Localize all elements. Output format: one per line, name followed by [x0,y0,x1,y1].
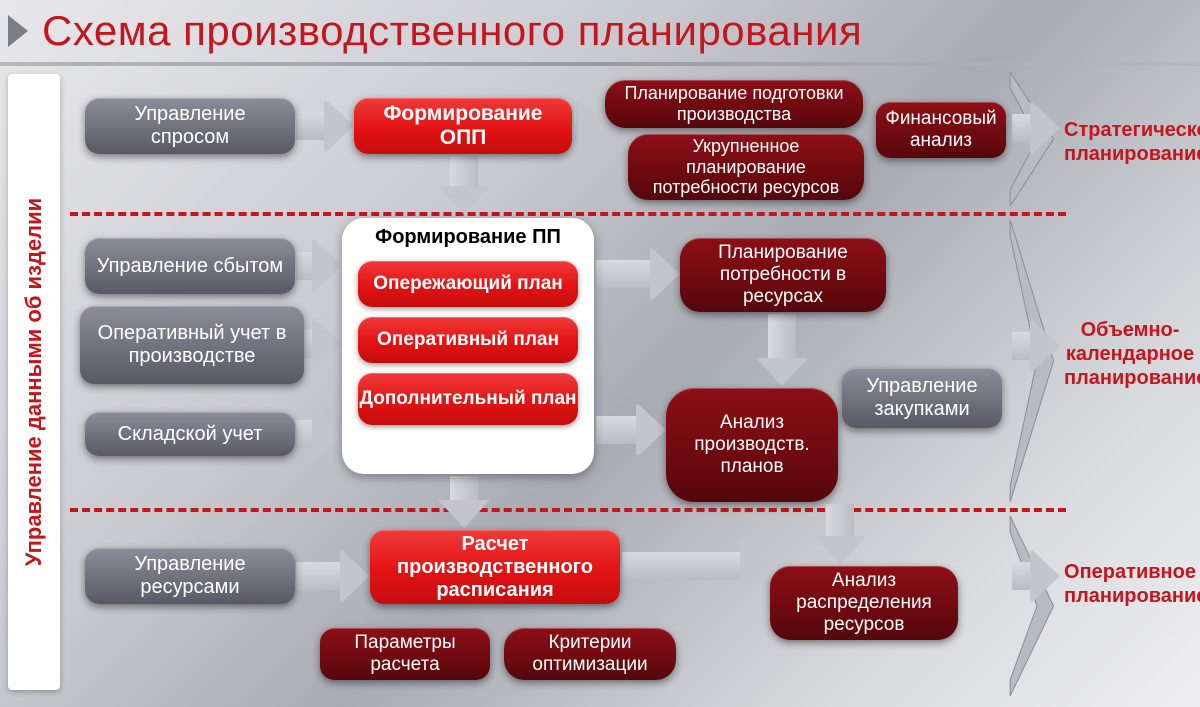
arrow-right-shaft [296,112,326,140]
arrow-right-shaft [622,552,742,580]
arrow-right-head-icon [312,240,340,292]
node-anplan: Анализ производств. планов [666,388,838,502]
arrow-right-shaft [1012,332,1032,360]
arrow-right-shaft [1012,562,1032,590]
arrow-down-head-icon [756,358,808,386]
section-divider [70,212,1066,216]
section-label-r2: Объемно-календарное планирование [1064,318,1196,390]
node-potr: Планирование потребности в ресурсах [680,238,886,312]
arrow-right-head-icon [312,318,340,370]
vertical-tab: Управление данными об изделии [8,74,60,690]
diagram-stage: Схема производственного планирования Упр… [0,0,1200,707]
arrow-right-shaft [296,562,342,590]
node-opp: Формирование ОПП [354,98,572,154]
arrow-down-head-icon [438,500,490,528]
arrow-right-head-icon [1030,320,1058,372]
node-zakup: Управление закупками [842,368,1002,428]
arrow-right-head-icon [312,408,340,460]
arrow-down-shaft [450,156,478,188]
arrow-right-head-icon [324,100,352,152]
group-pp-header: Формирование ПП [375,226,561,249]
arrow-down-head-icon [438,186,490,214]
arrow-down-shaft [768,314,796,360]
arrow-right-shaft [1012,114,1032,142]
node-fin: Финансовый анализ [876,102,1006,158]
node-anres: Анализ распределения ресурсов [770,566,958,640]
arrow-right-head-icon [340,550,368,602]
arrow-right-head-icon [1030,550,1058,602]
title-underline [0,62,1200,66]
arrow-down-shaft [450,476,478,502]
group-pp: Формирование ПП Опережающий план Оперативн… [342,218,594,474]
section-bracket-icon [1006,516,1068,696]
node-sklad: Складской учет [85,412,295,456]
title-bar: Схема производственного планирования [0,0,1200,62]
arrow-down-shaft [826,504,854,538]
arrow-right-shaft [596,416,638,444]
arrow-right-head-icon [1030,102,1058,154]
node-podg: Планирование подготовки производства [605,80,863,128]
arrow-right-head-icon [636,404,664,456]
arrow-right-head-icon [740,540,768,592]
node-ukrup: Укрупненное планирование потребности рес… [628,134,864,200]
node-oper: Оперативный учет в производстве [80,306,304,384]
pp-item-0: Опережающий план [358,261,578,307]
node-res: Управление ресурсами [85,548,295,604]
section-label-r1: Стратегическое планирование [1064,118,1196,166]
pp-item-2: Дополнительный план [358,373,578,425]
node-sbyt: Управление сбытом [85,238,295,294]
section-divider [70,508,1066,512]
node-krit: Критерии оптимизации [504,628,676,680]
arrow-down-head-icon [814,536,866,564]
pp-item-1: Оперативный план [358,317,578,363]
arrow-right-head-icon [650,248,678,300]
vertical-tab-label: Управление данными об изделии [21,198,47,566]
section-label-r3: Оперативное планирование [1064,560,1196,608]
chevron-right-icon [8,15,28,47]
node-rasch: Расчет производственного расписания [370,530,620,604]
node-param: Параметры расчета [320,628,490,680]
arrow-right-head-icon [576,100,604,152]
node-spros: Управление спросом [85,98,295,154]
page-title: Схема производственного планирования [42,7,862,55]
arrow-right-shaft [596,260,652,288]
